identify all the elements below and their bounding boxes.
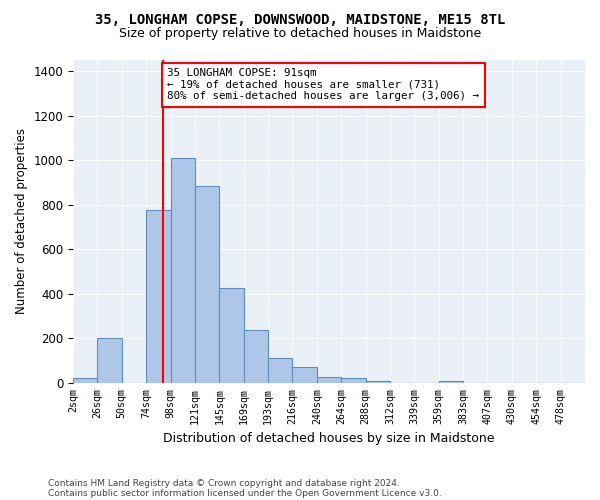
Bar: [268, 358, 292, 383]
Bar: [73, 378, 97, 383]
Bar: [97, 338, 122, 383]
Text: Contains HM Land Registry data © Crown copyright and database right 2024.: Contains HM Land Registry data © Crown c…: [48, 478, 400, 488]
Bar: [317, 377, 341, 383]
Text: 35, LONGHAM COPSE, DOWNSWOOD, MAIDSTONE, ME15 8TL: 35, LONGHAM COPSE, DOWNSWOOD, MAIDSTONE,…: [95, 12, 505, 26]
Bar: [220, 288, 244, 383]
Y-axis label: Number of detached properties: Number of detached properties: [15, 128, 28, 314]
Bar: [195, 186, 220, 383]
Text: 35 LONGHAM COPSE: 91sqm
← 19% of detached houses are smaller (731)
80% of semi-d: 35 LONGHAM COPSE: 91sqm ← 19% of detache…: [167, 68, 479, 102]
Bar: [244, 330, 268, 383]
X-axis label: Distribution of detached houses by size in Maidstone: Distribution of detached houses by size …: [163, 432, 495, 445]
Text: Contains public sector information licensed under the Open Government Licence v3: Contains public sector information licen…: [48, 488, 442, 498]
Bar: [170, 158, 195, 383]
Bar: [292, 367, 317, 383]
Text: Size of property relative to detached houses in Maidstone: Size of property relative to detached ho…: [119, 28, 481, 40]
Bar: [365, 380, 390, 383]
Bar: [341, 378, 365, 383]
Bar: [439, 380, 463, 383]
Bar: [146, 210, 170, 383]
